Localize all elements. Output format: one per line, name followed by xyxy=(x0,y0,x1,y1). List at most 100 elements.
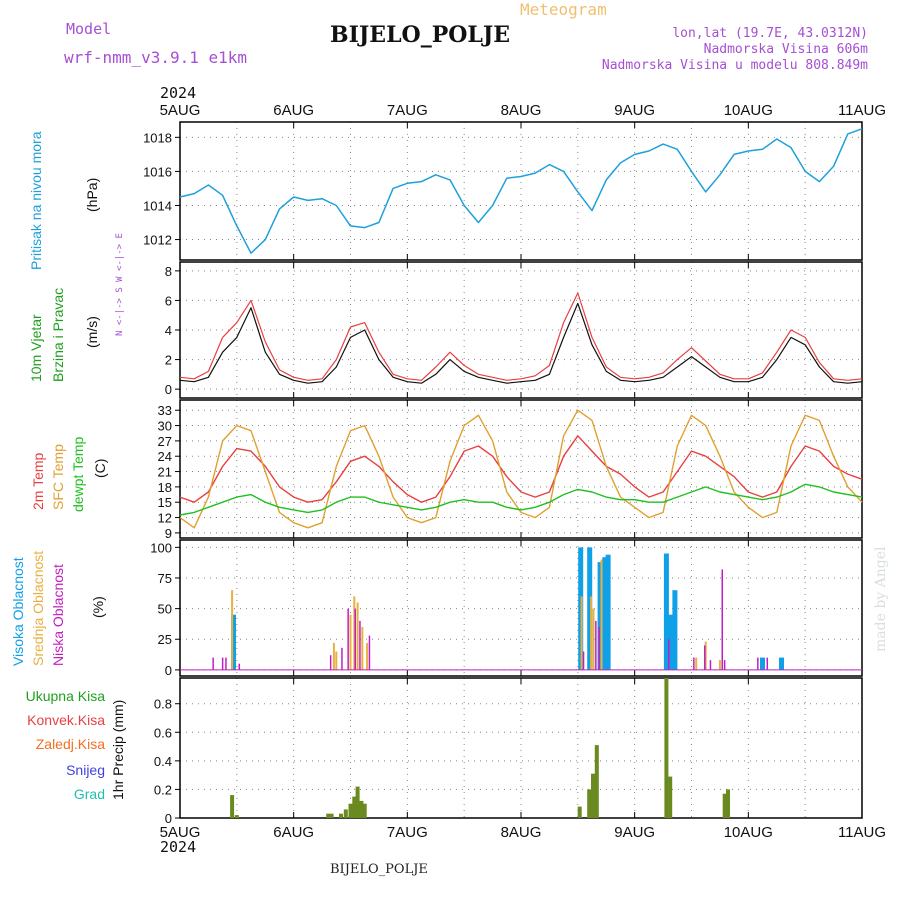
y-tick-label: 0 xyxy=(165,382,172,397)
cloud-bar xyxy=(667,614,673,670)
cloud-bar xyxy=(760,657,765,670)
precip-bar xyxy=(326,813,331,818)
cloud-bar xyxy=(704,645,706,670)
meteogram-label: Meteogram xyxy=(520,0,607,19)
time-label-top: 11AUG xyxy=(838,102,886,119)
time-label-bottom: 7AUG xyxy=(387,824,428,841)
panel-precip: 0 0.2 0.4 0.6 0.8 xyxy=(154,677,863,826)
model-name: wrf-nmm_v3.9.1 e1km xyxy=(64,48,248,67)
precip-bar xyxy=(577,806,582,818)
y-tick-label: 0.4 xyxy=(154,754,172,769)
cloud-bar xyxy=(695,657,698,670)
y-tick-label: 33 xyxy=(158,403,172,418)
ukupna-label: Ukupna Kisa xyxy=(25,688,105,704)
cloud-bar xyxy=(704,641,707,670)
cloud-bar xyxy=(354,608,356,670)
time-label-top: 5AUG xyxy=(160,102,201,119)
precip-bar xyxy=(343,809,348,818)
cloud-bar xyxy=(693,657,695,670)
cloud-bar xyxy=(595,620,597,670)
cloud-bar xyxy=(329,655,332,670)
cloud-bar xyxy=(356,602,359,670)
cloud-bar xyxy=(718,660,721,670)
cloud-bar xyxy=(672,590,678,670)
snijeg-label: Snijeg xyxy=(66,762,105,778)
precip-bar xyxy=(594,745,599,818)
precip-bar xyxy=(355,786,360,818)
model-altitude: Nadmorska Visina u modelu 808.849m xyxy=(601,58,868,73)
cloud-bar xyxy=(598,627,600,670)
cloud-bar xyxy=(766,657,768,670)
y-tick-label: 0.6 xyxy=(154,725,172,740)
cloud-bar xyxy=(580,596,583,670)
cloud-bar xyxy=(361,627,364,670)
time-label-top: 9AUG xyxy=(614,102,655,119)
konvek-label: Konvek.Kisa xyxy=(27,712,105,728)
cloud-bar xyxy=(757,657,759,670)
cloud-bar xyxy=(368,635,371,670)
y-tick-label: 1012 xyxy=(143,233,172,248)
panel-frame xyxy=(179,399,863,539)
year-bottom: 2024 xyxy=(160,838,197,856)
y-tick-label: 30 xyxy=(158,419,172,434)
station-title: BIJELO_POLJE xyxy=(330,22,511,48)
y-tick-label: 100 xyxy=(150,540,172,555)
panel-frame xyxy=(179,677,863,819)
time-label-bottom: 8AUG xyxy=(501,824,542,841)
y-tick-label: 0 xyxy=(165,663,172,678)
y-tick-label: 75 xyxy=(158,571,172,586)
temp-line-0 xyxy=(179,435,863,503)
y-tick-label: 4 xyxy=(165,323,172,338)
cloud-bar xyxy=(225,657,227,670)
precip-bar xyxy=(339,813,343,818)
y-tick-label: 2 xyxy=(165,353,172,368)
lonlat: lon,lat (19.7E, 43.0312N) xyxy=(672,26,868,41)
time-label-bottom: 10AUG xyxy=(724,824,773,841)
y-tick-label: 1018 xyxy=(143,130,172,145)
cloud-bar xyxy=(709,660,712,670)
time-label-bottom: 6AUG xyxy=(273,824,314,841)
time-label-bottom: 9AUG xyxy=(614,824,655,841)
time-label-top: 6AUG xyxy=(273,102,314,119)
model-label: Model xyxy=(66,20,112,38)
y-tick-label: 21 xyxy=(158,465,172,480)
cloud-bar xyxy=(359,620,361,670)
cloud-bar xyxy=(582,651,585,670)
precip-bar xyxy=(726,789,730,818)
precip-bar xyxy=(591,773,595,818)
zaledj-label: Zaledj.Kisa xyxy=(35,736,105,752)
precip-bar xyxy=(359,800,364,818)
precip-bar xyxy=(362,803,367,818)
time-label-top: 10AUG xyxy=(724,102,773,119)
panel-cloud: 0 25 50 75 100 xyxy=(150,539,863,678)
time-label-bottom: 5AUG xyxy=(160,824,201,841)
cloud-bar xyxy=(721,569,723,670)
precip-bar xyxy=(722,793,727,818)
time-label-bottom: 11AUG xyxy=(838,824,886,841)
y-tick-label: 50 xyxy=(158,602,172,617)
y-tick-label: 27 xyxy=(158,434,172,449)
cloud-bar xyxy=(663,553,669,670)
panel-frame xyxy=(179,121,863,261)
cloud-bar xyxy=(221,657,224,670)
y-tick-label: 0 xyxy=(165,811,172,826)
cloud-bar xyxy=(602,557,608,670)
y-tick-label: 9 xyxy=(165,526,172,541)
pressure-line xyxy=(179,128,863,254)
cloud-bar xyxy=(349,614,352,670)
cloud-bar xyxy=(212,657,214,670)
year-top: 2024 xyxy=(160,84,197,102)
y-tick-label: 24 xyxy=(158,449,172,464)
cloud-bar xyxy=(592,608,595,670)
precip-bar xyxy=(234,815,239,818)
time-label-top: 8AUG xyxy=(501,102,542,119)
precip-bar xyxy=(664,678,669,818)
temp-line-1 xyxy=(179,409,863,529)
precip-bar xyxy=(668,776,673,818)
cloud-bar xyxy=(600,559,603,670)
y-tick-label: 12 xyxy=(158,511,172,526)
precip-bar xyxy=(230,795,235,818)
cloud-bar xyxy=(353,596,356,670)
